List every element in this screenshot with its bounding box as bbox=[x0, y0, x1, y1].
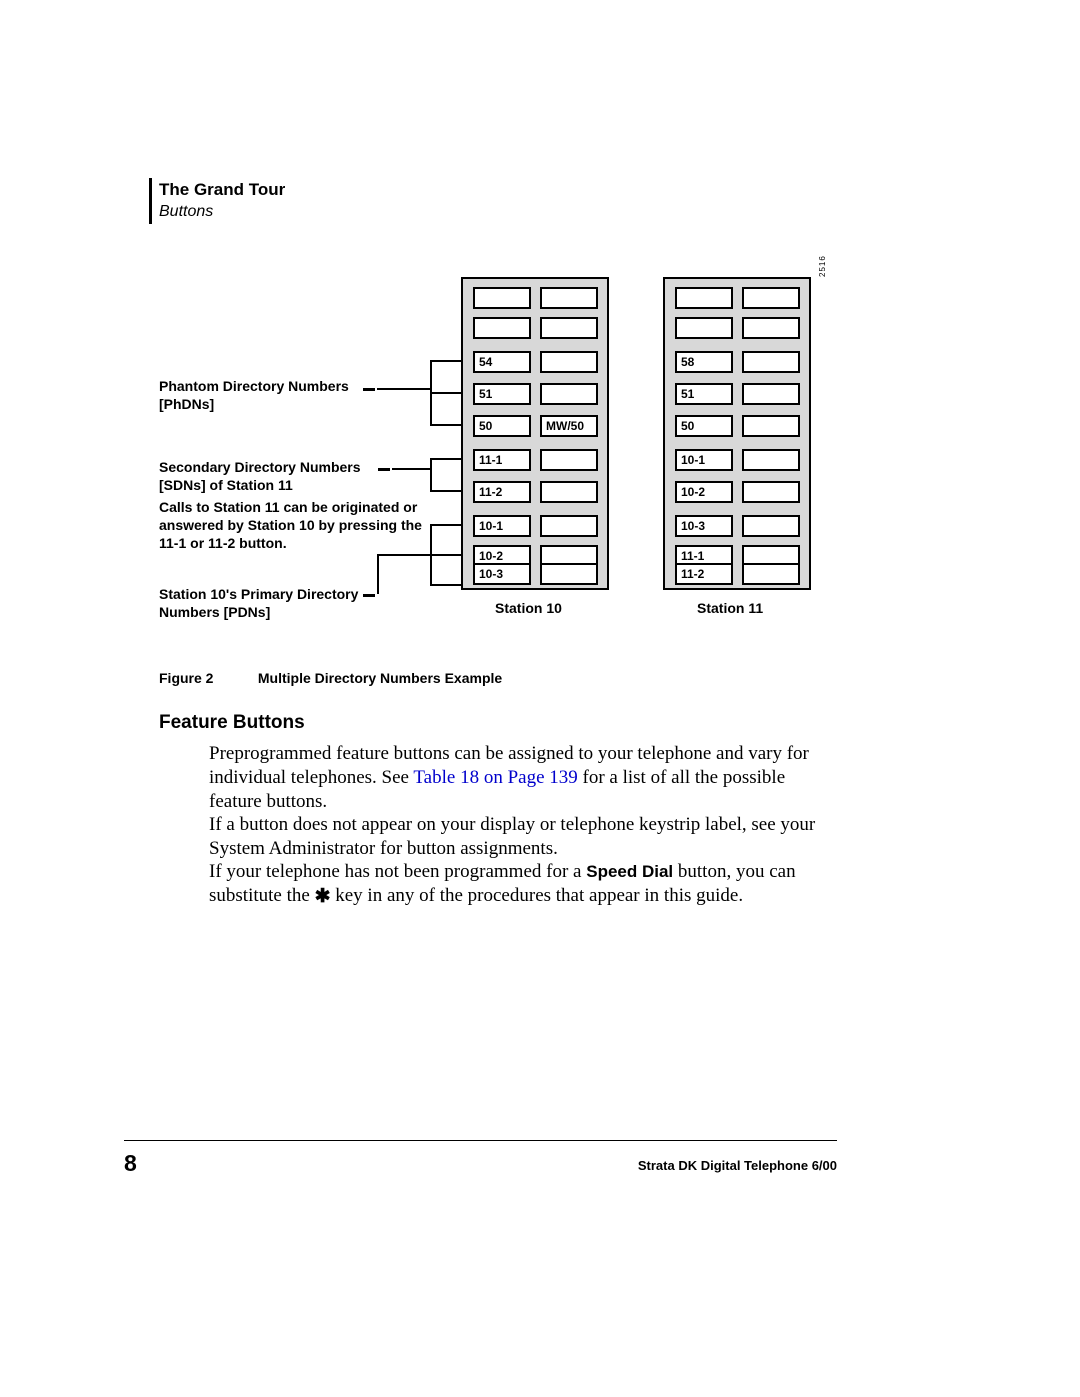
section-title: Buttons bbox=[159, 203, 213, 221]
button-cell: 10-1 bbox=[675, 449, 733, 471]
button-cell: 11-2 bbox=[675, 563, 733, 585]
button-cell bbox=[742, 515, 800, 537]
dash-connector bbox=[363, 594, 375, 597]
page-number: 8 bbox=[124, 1150, 137, 1177]
button-cell bbox=[742, 287, 800, 309]
bracket-line bbox=[377, 388, 430, 390]
button-cell bbox=[540, 563, 598, 585]
button-cell: 54 bbox=[473, 351, 531, 373]
bracket-line bbox=[430, 458, 462, 460]
sdn-label: Secondary Directory Numbers [SDNs] of St… bbox=[159, 459, 409, 494]
button-cell bbox=[742, 449, 800, 471]
page: The Grand Tour Buttons Phantom Directory… bbox=[0, 0, 1080, 1397]
figure-caption-text: Multiple Directory Numbers Example bbox=[258, 670, 502, 686]
paragraph-2: If a button does not appear on your disp… bbox=[209, 813, 839, 861]
bracket-line bbox=[392, 468, 430, 470]
button-cell bbox=[473, 317, 531, 339]
button-cell: 11-2 bbox=[473, 481, 531, 503]
paragraph-3: If your telephone has not been programme… bbox=[209, 860, 839, 908]
button-cell bbox=[742, 563, 800, 585]
button-cell: 51 bbox=[473, 383, 531, 405]
bracket-line bbox=[430, 392, 462, 394]
button-cell: 10-3 bbox=[473, 563, 531, 585]
paragraph-1: Preprogrammed feature buttons can be ass… bbox=[209, 742, 839, 813]
figure-id: 2516 bbox=[818, 255, 827, 277]
speed-dial-button-name: Speed Dial bbox=[586, 862, 673, 881]
station-10-panel: 54 51 50 MW/50 11-1 11-2 10-1 10-2 10-3 bbox=[461, 277, 609, 590]
button-cell bbox=[742, 481, 800, 503]
button-cell bbox=[742, 383, 800, 405]
footer-text: Strata DK Digital Telephone 6/00 bbox=[638, 1158, 837, 1173]
bracket-line bbox=[377, 554, 430, 556]
chapter-title: The Grand Tour bbox=[159, 180, 285, 200]
button-cell bbox=[540, 383, 598, 405]
station-11-panel: 58 51 50 10-1 10-2 10-3 11-1 11-2 bbox=[663, 277, 811, 590]
bracket-line bbox=[430, 490, 462, 492]
pdn-label: Station 10's Primary Directory Numbers [… bbox=[159, 586, 419, 621]
dash-connector bbox=[378, 468, 390, 471]
button-cell bbox=[540, 515, 598, 537]
button-cell bbox=[742, 317, 800, 339]
button-cell: 10-3 bbox=[675, 515, 733, 537]
station-10-caption: Station 10 bbox=[495, 600, 562, 616]
footer-rule bbox=[124, 1140, 837, 1141]
button-cell bbox=[742, 415, 800, 437]
button-cell: 10-1 bbox=[473, 515, 531, 537]
phdn-label: Phantom Directory Numbers [PhDNs] bbox=[159, 378, 399, 413]
button-cell: 10-2 bbox=[675, 481, 733, 503]
sdn-note: Calls to Station 11 can be originated or… bbox=[159, 498, 439, 553]
header-rule bbox=[149, 178, 152, 224]
button-cell: 50 bbox=[473, 415, 531, 437]
button-cell: 50 bbox=[675, 415, 733, 437]
button-cell bbox=[540, 317, 598, 339]
bracket-line bbox=[430, 584, 462, 586]
button-cell bbox=[540, 351, 598, 373]
button-cell bbox=[540, 287, 598, 309]
p3-text-a: If your telephone has not been programme… bbox=[209, 861, 586, 882]
button-cell bbox=[540, 449, 598, 471]
bracket-line bbox=[430, 360, 462, 362]
bracket-line bbox=[377, 554, 379, 594]
bracket-line bbox=[430, 524, 462, 526]
feature-buttons-heading: Feature Buttons bbox=[159, 712, 305, 734]
button-cell bbox=[675, 317, 733, 339]
station-11-caption: Station 11 bbox=[697, 600, 763, 616]
star-key-icon: ✱ bbox=[315, 886, 331, 907]
bracket-line bbox=[430, 554, 462, 556]
table-18-link[interactable]: Table 18 on Page 139 bbox=[413, 767, 577, 788]
figure-caption: Figure 2 Multiple Directory Numbers Exam… bbox=[159, 670, 502, 686]
button-cell: 51 bbox=[675, 383, 733, 405]
button-cell bbox=[540, 481, 598, 503]
button-cell bbox=[742, 351, 800, 373]
button-cell: MW/50 bbox=[540, 415, 598, 437]
button-cell bbox=[473, 287, 531, 309]
bracket-line bbox=[430, 424, 462, 426]
p3-text-c: key in any of the procedures that appear… bbox=[330, 885, 743, 906]
dash-connector bbox=[363, 388, 375, 391]
button-cell: 58 bbox=[675, 351, 733, 373]
bracket-line bbox=[430, 458, 432, 492]
figure-label: Figure 2 bbox=[159, 670, 254, 686]
button-cell: 11-1 bbox=[473, 449, 531, 471]
button-cell bbox=[675, 287, 733, 309]
